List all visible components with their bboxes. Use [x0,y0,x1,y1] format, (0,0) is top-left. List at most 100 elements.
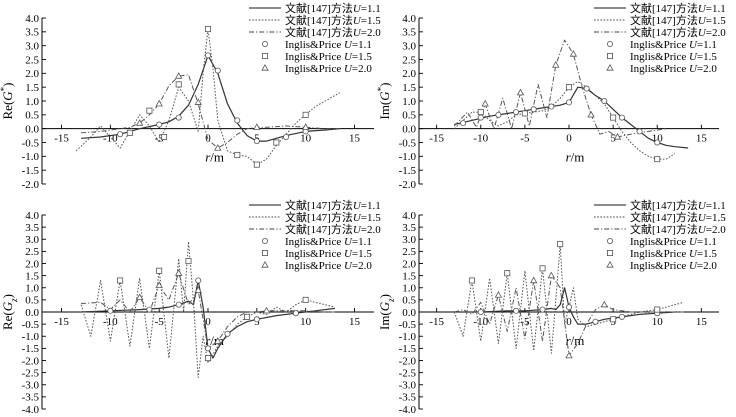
x-tick-label: 15 [349,316,361,328]
data-point [214,67,221,74]
data-point [530,276,538,284]
legend-marker [607,237,614,244]
legend-label: 文献[147]方法U=1.5 [630,13,726,27]
data-point [592,318,599,325]
x-tick-label: 15 [696,133,708,145]
x-tick-label: 10 [300,133,312,145]
y-tick-label: -0.5 [399,137,417,149]
data-point [618,313,625,320]
data-point [548,103,555,110]
legend-item: Inglis&Price U=1.1 [607,236,717,248]
legend-label: Inglis&Price U=1.1 [285,236,372,248]
legend-label: 文献[147]方法U=2.0 [630,222,726,236]
data-point [234,117,241,124]
y-tick-label: 2.5 [25,246,39,258]
legend-label: 文献[147]方法U=1.5 [285,13,381,27]
data-point [566,304,573,311]
legend-marker [607,41,614,48]
data-point [610,316,617,323]
y-tick-label: -0.5 [22,137,40,149]
legend-item: 文献[147]方法U=2.0 [249,25,381,39]
data-point [477,308,484,315]
data-point [481,99,489,107]
y-tick-label: 2.5 [25,54,39,66]
y-tick-label: -3.0 [399,380,417,392]
y-tick-label: -1.0 [22,331,40,343]
y-tick-label: 0.5 [25,110,39,122]
y-tick-label: 1.5 [25,82,39,94]
legend-label: Inglis&Price U=2.0 [285,260,372,272]
legend-item: Inglis&Price U=1.5 [261,248,372,260]
y-tick-label: 2.5 [402,246,416,258]
chart-panel-2: -2.0 -1.5 -1.0 -0.5 0.00.5 1.0 1.5 2.0 2.5 3.03.5… [376,1,726,191]
y-tick-label: 0.5 [25,295,39,307]
data-point [283,133,290,140]
legend-label: Inglis&Price U=1.1 [630,236,717,248]
legend-label: Inglis&Price U=1.1 [630,39,717,51]
y-tick-label: -2.0 [399,355,417,367]
legend: 文献[147]方法U=1.1文献[147]方法U=1.5文献[147]方法U=2… [594,1,726,75]
series-line-1 [454,86,689,149]
legend-label: 文献[147]方法U=1.1 [630,198,726,212]
legend-item: Inglis&Price U=1.1 [261,236,372,248]
x-tick-label: -5 [155,316,165,328]
data-point [146,107,153,114]
legend-item: 文献[147]方法U=1.5 [249,210,381,224]
y-tick-label: -1.5 [399,343,417,355]
data-point [204,345,211,352]
y-tick-label: -1.0 [399,331,417,343]
data-point [547,271,556,279]
series-line-2 [453,81,676,160]
y-tick-label: 2.0 [402,68,416,80]
y-tick-label: 1.0 [25,96,39,108]
x-axis-title: r/m [566,333,585,348]
data-point [204,26,211,33]
legend-marker [261,41,268,48]
x-tick-label: 10 [652,133,664,145]
data-point [161,133,168,140]
y-tick-label: -3.5 [399,392,417,404]
chart-panel-3: -4.0-3.5-3.0-2.5-2.0-1.5-1.0-0.50.00.51.… [0,198,381,416]
data-point [301,123,310,130]
legend-item: 文献[147]方法U=1.5 [594,210,726,224]
y-tick-label: -4.0 [399,404,417,416]
data-point [569,49,578,57]
data-point [477,109,484,116]
data-point [613,132,622,140]
x-tick-label: -15 [54,133,69,145]
legend-marker [607,53,614,60]
legend-label: Inglis&Price U=2.0 [630,260,717,272]
chart-panel-4: -4.0-3.5-3.0-2.5-2.0-1.5-1.0-0.50.00.51.… [377,198,726,416]
data-point [155,99,163,107]
legend-label: 文献[147]方法U=2.0 [285,222,381,236]
y-tick-label: 2.0 [25,258,39,270]
y-tick-label: 1.5 [402,270,416,282]
data-point [175,269,183,276]
y-tick-label: -3.0 [22,380,40,392]
data-point [214,337,222,344]
data-point [636,128,643,135]
y-tick-label: 0.0 [25,307,39,319]
y-tick-label: -0.5 [22,319,40,331]
data-point [610,114,617,121]
data-point [530,106,537,113]
data-point [194,286,202,293]
data-point [156,121,163,128]
y-tick-label: 3.0 [25,234,39,246]
data-point [234,151,241,158]
data-point [175,72,183,79]
plot-area [453,241,684,359]
legend: 文献[147]方法U=1.1文献[147]方法U=1.5文献[147]方法U=2… [249,198,381,272]
y-axis-title: Im(G*) [376,82,392,119]
x-tick-label: -10 [103,316,118,328]
y-tick-label: -1.5 [399,165,417,177]
legend-marker [261,63,269,71]
data-point [214,144,222,151]
legend-item: 文献[147]方法U=2.0 [594,25,726,39]
x-axis-title: r/m [566,150,585,165]
legend: 文献[147]方法U=1.1文献[147]方法U=1.5文献[147]方法U=2… [594,198,726,272]
y-tick-label: -2.5 [399,367,417,379]
data-point [513,307,520,314]
data-point [583,85,590,92]
legend-label: Inglis&Price U=2.0 [630,63,717,75]
